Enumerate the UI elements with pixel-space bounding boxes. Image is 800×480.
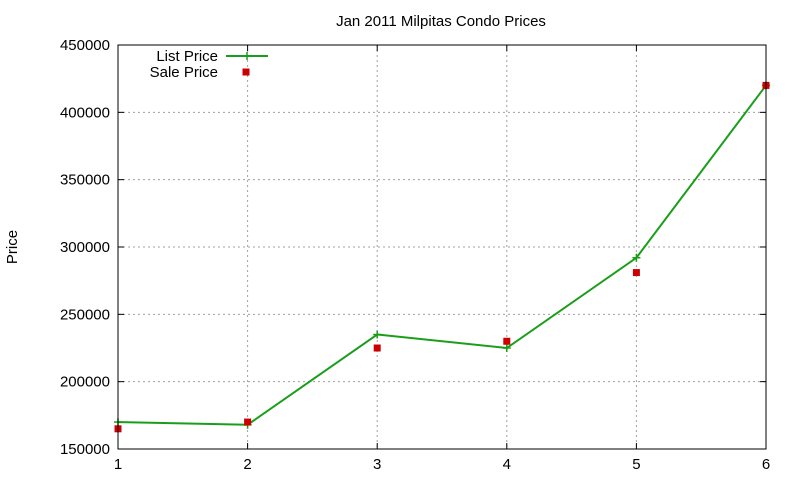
x-tick-label: 6	[762, 456, 770, 473]
legend-marker	[243, 52, 251, 60]
list-price-point	[632, 253, 641, 262]
y-tick-label: 350000	[60, 172, 110, 189]
list-price-point	[373, 330, 382, 339]
legend-item: Sale Price	[150, 64, 250, 81]
y-tick-label: 400000	[60, 104, 110, 121]
x-tick-label: 4	[503, 456, 511, 473]
legend-label: List Price	[156, 48, 218, 65]
sale-price-point	[244, 418, 252, 426]
x-tick-label: 1	[114, 456, 122, 473]
x-tick-label: 2	[243, 456, 251, 473]
grid-lines	[118, 45, 766, 449]
list-price-line	[117, 84, 767, 426]
y-tick-label: 300000	[60, 239, 110, 256]
y-tick-label: 450000	[60, 37, 110, 54]
data-series	[114, 81, 770, 433]
list-price-point	[502, 344, 511, 352]
x-tick-label: 5	[632, 456, 640, 473]
y-tick-label: 150000	[60, 441, 110, 458]
series-2	[114, 81, 770, 433]
y-tick-label: 250000	[60, 306, 110, 323]
x-tick-label: 3	[373, 456, 381, 473]
sale-price-point	[503, 337, 511, 345]
sale-price-point	[632, 269, 640, 277]
sale-price-point	[373, 344, 381, 352]
legend-marker	[242, 68, 250, 76]
axis-ticks: 1 2 3 4 5 6 150000 200000 250000 300000 350000 4000…	[60, 37, 770, 473]
plot-frame	[117, 44, 767, 450]
y-axis-label: Price	[4, 230, 21, 264]
chart-title: Jan 2011 Milpitas Condo Prices	[336, 13, 546, 30]
y-tick-label: 200000	[60, 374, 110, 391]
series-1	[114, 81, 770, 429]
legend-item: List Price	[156, 48, 268, 65]
legend-label: Sale Price	[150, 64, 218, 81]
